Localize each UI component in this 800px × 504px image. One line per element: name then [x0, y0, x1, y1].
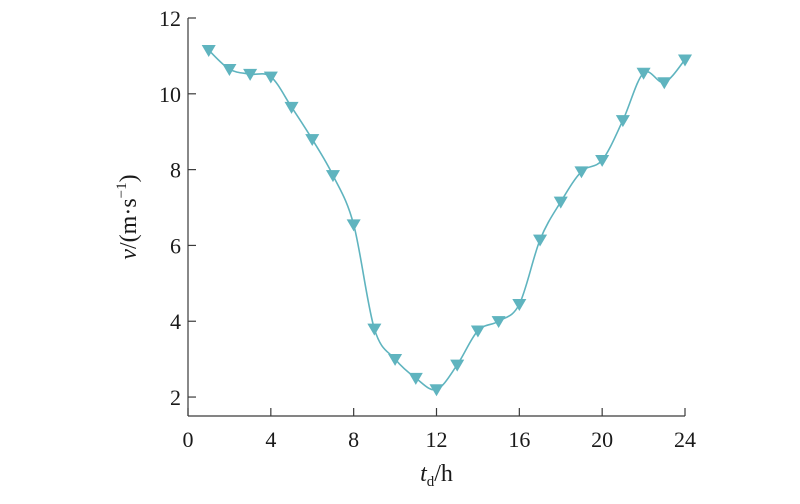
- x-tick-label: 16: [508, 427, 530, 452]
- y-axis-title: v/(m·s−1): [114, 174, 142, 259]
- series-line: [208, 49, 686, 391]
- x-axis-title: td/h: [420, 461, 453, 490]
- data-point-marker: [346, 219, 361, 232]
- y-tick-label: 4: [170, 309, 181, 334]
- data-point-marker: [263, 71, 278, 84]
- data-point-marker: [677, 54, 693, 67]
- data-point-marker: [201, 45, 216, 57]
- y-axis-title-superscript: −1: [114, 182, 130, 198]
- data-point-marker: [222, 63, 237, 76]
- data-point-marker: [243, 68, 258, 81]
- data-point-marker: [408, 372, 423, 385]
- x-axis-title-unit: /h: [434, 461, 453, 487]
- y-tick-label: 10: [159, 82, 181, 107]
- x-tick-label: 24: [674, 427, 696, 452]
- y-axis-title-close: ): [116, 174, 142, 182]
- data-point-marker: [512, 299, 527, 311]
- x-tick-label: 20: [591, 427, 613, 452]
- data-point-marker: [491, 316, 506, 329]
- x-axis-title-symbol: t: [420, 461, 428, 487]
- x-tick-label: 4: [265, 427, 276, 452]
- y-tick-label: 6: [170, 233, 181, 258]
- data-point-marker: [388, 353, 403, 366]
- x-tick-label: 8: [348, 427, 359, 452]
- data-point-marker: [574, 166, 589, 179]
- data-point-marker: [636, 67, 651, 80]
- data-point-marker: [325, 170, 340, 183]
- data-point-marker: [305, 134, 320, 147]
- data-point-marker: [553, 196, 568, 209]
- data-point-marker: [367, 323, 382, 336]
- y-axis-title-unit: /(m·s: [116, 198, 142, 249]
- data-point-marker: [429, 384, 444, 397]
- y-axis-title-symbol: v: [116, 249, 142, 260]
- y-tick-label: 2: [170, 385, 181, 410]
- x-tick-label: 12: [426, 427, 448, 452]
- data-point-marker: [470, 325, 485, 338]
- data-point-marker: [595, 154, 610, 167]
- data-point-marker: [450, 359, 465, 372]
- data-point-marker: [284, 101, 299, 114]
- x-axis-title-subscript: d: [427, 474, 435, 490]
- y-tick-label: 12: [159, 6, 181, 31]
- y-tick-label: 8: [170, 158, 181, 183]
- x-tick-label: 0: [183, 427, 194, 452]
- data-point-marker: [657, 77, 672, 90]
- data-point-marker: [615, 115, 630, 128]
- series-layer: [201, 45, 693, 397]
- data-point-marker: [533, 234, 548, 247]
- axes: [187, 18, 685, 417]
